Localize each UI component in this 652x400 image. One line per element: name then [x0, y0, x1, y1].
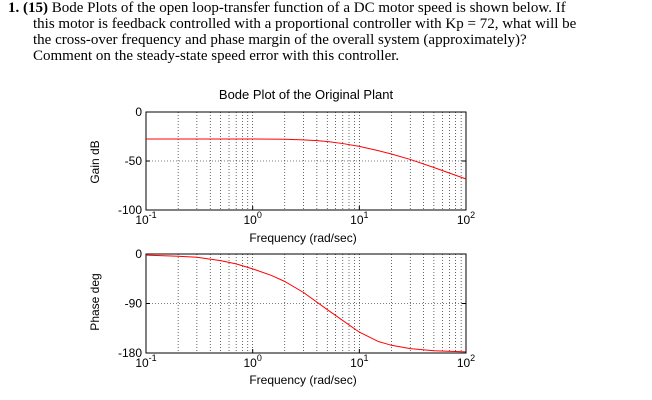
- gain-plot: 0 -50 -100 10-1 100 101 102 Gain dB Frequency…: [88, 105, 475, 245]
- gain-series-line: [146, 138, 467, 180]
- gain-y-axis-label: Gain dB: [88, 140, 102, 183]
- gain-x-ticks: 10-1 100 101 102: [135, 206, 475, 227]
- y-tick-label: -90: [125, 297, 143, 311]
- question-text: 1. (15) Bode Plots of the open loop-tran…: [8, 0, 644, 64]
- x-tick-label: 10-1: [135, 353, 156, 370]
- question-line-1: Bode Plots of the open loop-transfer fun…: [51, 0, 566, 16]
- question-line-3: the cross-over frequency and phase margi…: [33, 32, 527, 48]
- question-points: (15): [23, 0, 48, 16]
- gain-grid: [146, 112, 466, 210]
- x-tick-label: 102: [457, 210, 475, 227]
- phase-x-ticks: 10-1 100 101 102: [135, 349, 475, 370]
- question-line-2: this motor is feedback controlled with a…: [33, 16, 577, 32]
- phase-y-axis-label: Phase deg: [88, 273, 102, 330]
- question-line-4: Comment on the steady-state speed error …: [33, 48, 400, 64]
- gain-x-axis-label: Frequency (rad/sec): [249, 231, 356, 245]
- y-tick-label: -100: [118, 203, 142, 217]
- x-tick-label: 102: [457, 353, 475, 370]
- phase-series-line: [145, 254, 467, 353]
- chart-title: Bode Plot of the Original Plant: [219, 87, 394, 102]
- phase-y-ticks: 0 -90 -180: [118, 247, 466, 360]
- y-tick-label: -180: [118, 346, 142, 360]
- y-tick-label: 0: [135, 247, 142, 261]
- y-tick-label: -50: [125, 154, 143, 168]
- x-tick-label: 100: [243, 353, 261, 370]
- phase-x-axis-label: Frequency (rad/sec): [249, 373, 356, 387]
- x-tick-label: 10-1: [135, 210, 156, 227]
- phase-plot: 0 -90 -180 10-1 100 101 102 Phase deg Frequen…: [88, 247, 475, 387]
- question-number: 1.: [8, 0, 20, 16]
- y-tick-label: 0: [135, 105, 142, 119]
- x-tick-label: 100: [243, 210, 261, 227]
- gain-y-ticks: 0 -50 -100: [118, 105, 466, 217]
- x-tick-label: 101: [350, 353, 368, 370]
- phase-grid: [146, 254, 466, 353]
- x-tick-label: 101: [350, 210, 368, 227]
